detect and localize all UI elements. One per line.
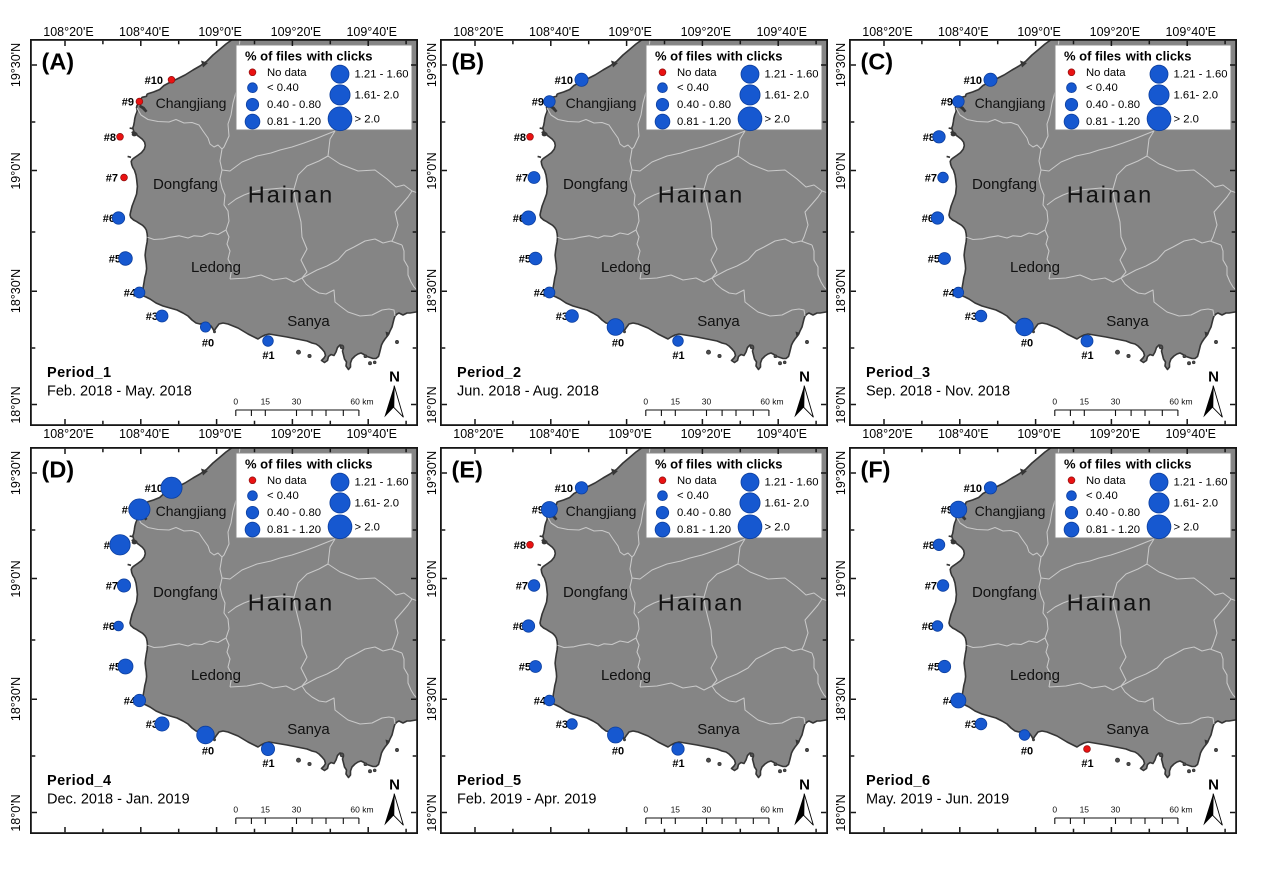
svg-text:Period_2: Period_2 bbox=[457, 365, 521, 381]
svg-text:(E): (E) bbox=[452, 457, 483, 483]
svg-text:Period_6: Period_6 bbox=[866, 773, 930, 789]
svg-text:Period_4: Period_4 bbox=[47, 773, 111, 789]
svg-text:Jun. 2018 - Aug. 2018: Jun. 2018 - Aug. 2018 bbox=[457, 384, 599, 400]
svg-text:(A): (A) bbox=[42, 49, 75, 75]
svg-text:Period_5: Period_5 bbox=[457, 773, 521, 789]
svg-text:(C): (C) bbox=[861, 49, 894, 75]
svg-text:(F): (F) bbox=[861, 457, 891, 483]
svg-text:Dec. 2018 - Jan. 2019: Dec. 2018 - Jan. 2019 bbox=[47, 792, 190, 808]
svg-text:Sep. 2018 - Nov. 2018: Sep. 2018 - Nov. 2018 bbox=[866, 384, 1010, 400]
svg-text:(B): (B) bbox=[452, 49, 485, 75]
svg-text:Period_1: Period_1 bbox=[47, 365, 111, 381]
svg-text:Feb. 2018 - May. 2018: Feb. 2018 - May. 2018 bbox=[47, 384, 192, 400]
svg-text:(D): (D) bbox=[42, 457, 75, 483]
svg-text:May. 2019 - Jun. 2019: May. 2019 - Jun. 2019 bbox=[866, 792, 1009, 808]
svg-text:Period_3: Period_3 bbox=[866, 365, 930, 381]
svg-text:Feb. 2019 - Apr. 2019: Feb. 2019 - Apr. 2019 bbox=[457, 792, 596, 808]
